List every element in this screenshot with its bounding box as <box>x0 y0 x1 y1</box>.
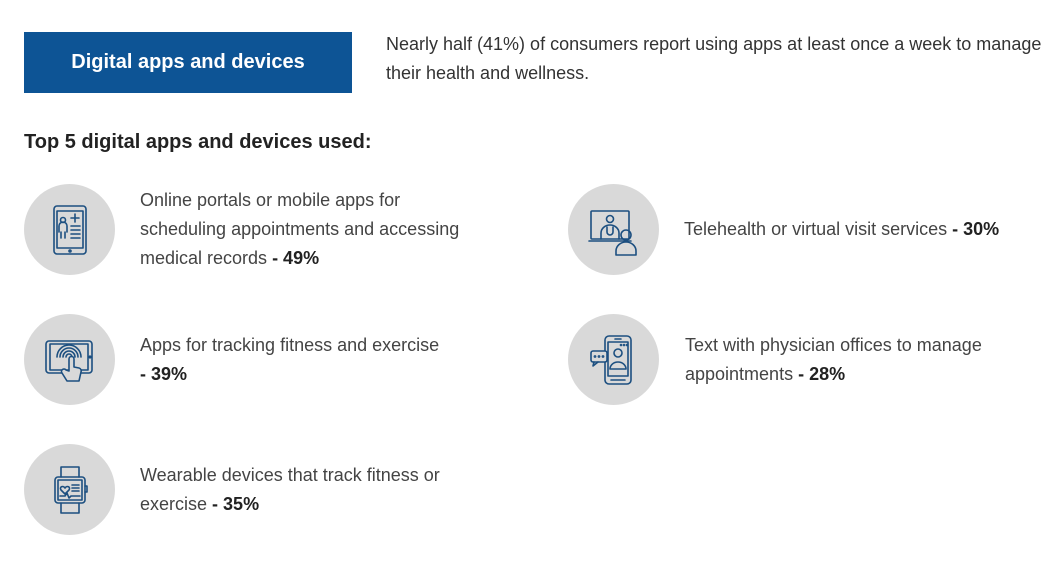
intro-text: Nearly half (41%) of consumers report us… <box>386 34 1042 83</box>
item-label: Wearable devices that track fitness or e… <box>140 464 440 514</box>
item-label: Telehealth or virtual visit services - 3… <box>684 219 1000 239</box>
item-label: Apps for tracking fitness and exercise -… <box>140 334 440 384</box>
item-value: - 39% <box>140 363 188 384</box>
badge-label: Digital apps and devices <box>71 51 305 73</box>
item-label: Text with physician offices to manage ap… <box>685 334 982 384</box>
item-label: Online portals or mobile apps for schedu… <box>140 190 460 268</box>
list-item: Text with physician offices to manage ap… <box>568 314 985 405</box>
item-value: - 28% <box>798 363 846 384</box>
tablet-fingerprint-touch-icon <box>24 314 115 405</box>
section-badge: Digital apps and devices <box>24 32 352 93</box>
item-value: - 49% <box>272 248 320 268</box>
list-item: Apps for tracking fitness and exercise -… <box>24 314 440 405</box>
list-item: Wearable devices that track fitness or e… <box>24 444 470 535</box>
smartwatch-heart-icon <box>24 444 115 535</box>
item-value: - 35% <box>212 493 260 514</box>
list-item: Telehealth or virtual visit services - 3… <box>568 184 1004 275</box>
telehealth-video-call-icon <box>568 184 659 275</box>
item-value: - 30% <box>952 219 1000 239</box>
list-item: Online portals or mobile apps for schedu… <box>24 184 460 275</box>
tablet-medical-record-icon <box>24 184 115 275</box>
phone-chat-icon <box>568 314 659 405</box>
section-subheading: Top 5 digital apps and devices used: <box>24 131 372 153</box>
